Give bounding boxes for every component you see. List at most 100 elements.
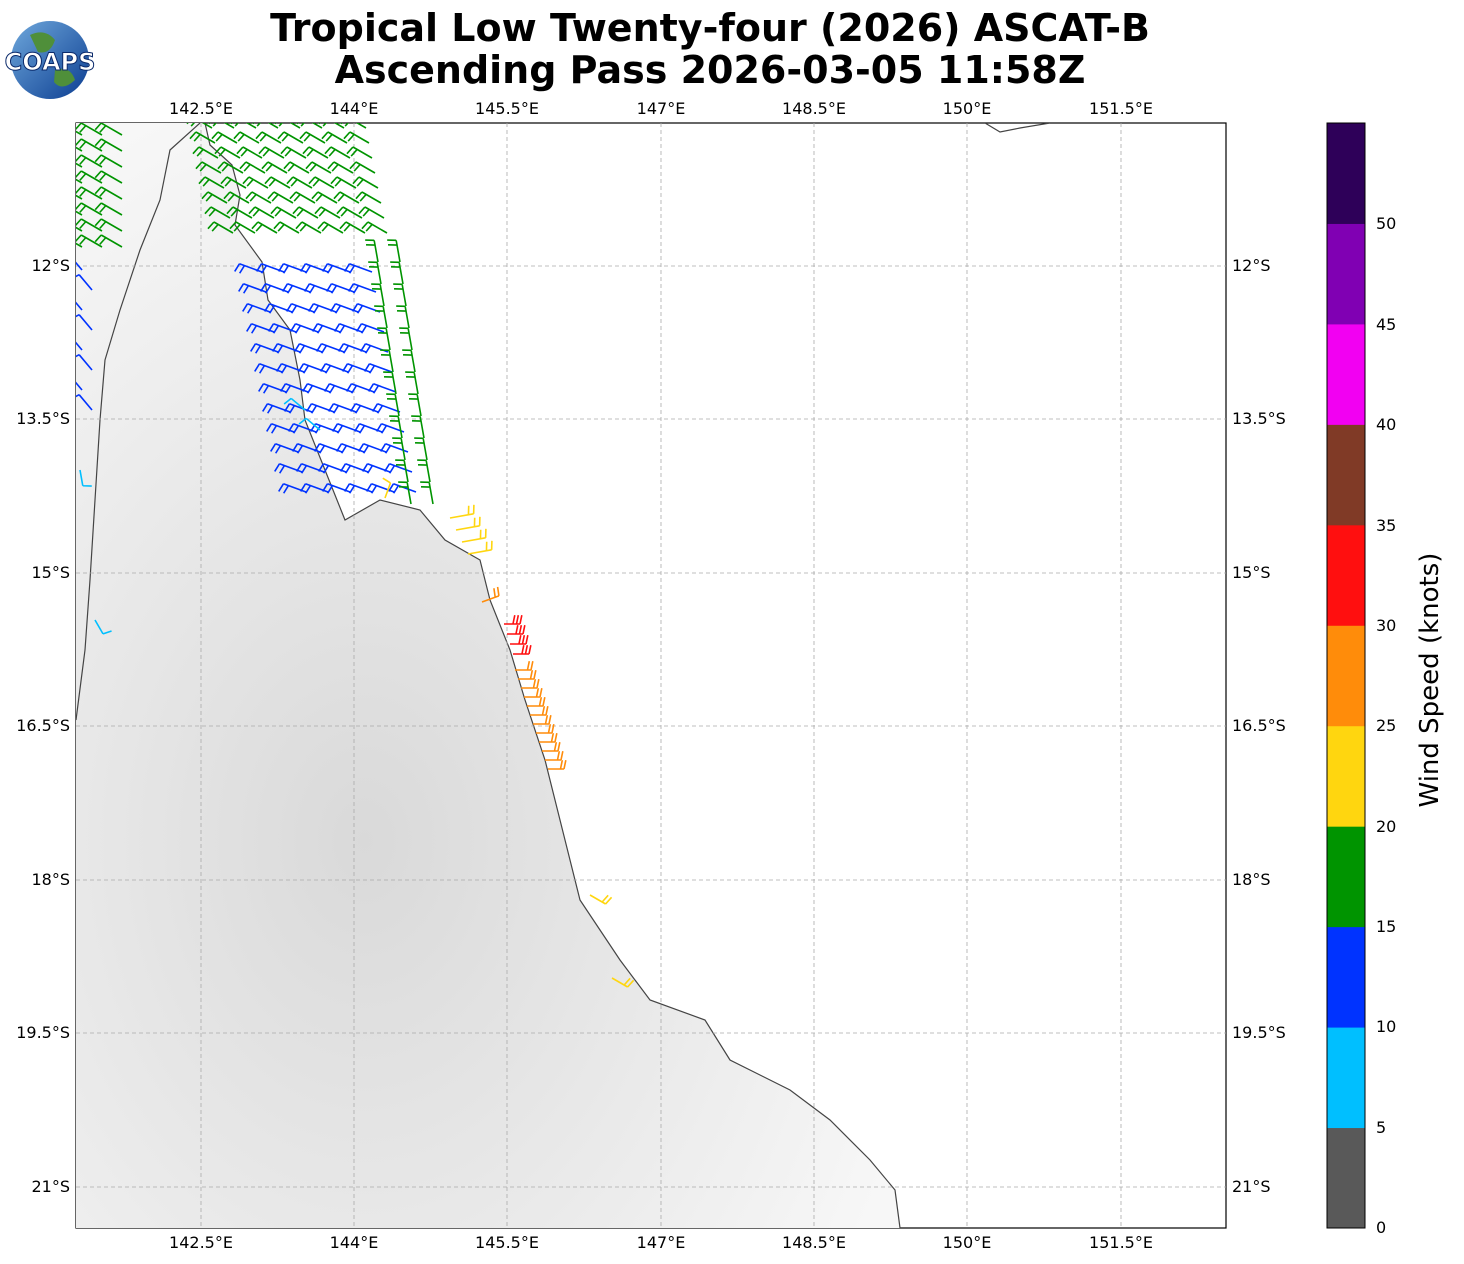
wind-barb [94, 234, 123, 248]
wind-barb [344, 483, 373, 494]
wind-barb [461, 528, 487, 543]
wind-barb [242, 176, 269, 189]
wind-barb [290, 323, 319, 334]
coaps-logo: COAPS [4, 21, 96, 99]
wind-barb [387, 239, 401, 263]
wind-barb [258, 146, 285, 159]
wind-barb [338, 343, 367, 354]
lon-label-bottom: 145.5°E [475, 1233, 539, 1252]
lon-label-bottom: 150°E [942, 1233, 992, 1252]
wind-barb [389, 415, 403, 439]
wind-barb [330, 176, 357, 189]
colorbar-segment [1327, 625, 1365, 727]
wind-barb [390, 261, 404, 285]
wind-barb [336, 206, 363, 219]
lat-label-right: 21°S [1232, 1177, 1271, 1196]
wind-barb [300, 263, 329, 274]
wind-barb [320, 363, 349, 374]
wind-barb [449, 504, 475, 519]
wind-barb [273, 221, 300, 234]
wind-barb [402, 349, 416, 373]
wind-barb [302, 146, 329, 159]
wind-barb [230, 123, 257, 129]
lat-label-right: 16.5°S [1232, 716, 1286, 735]
colorbar-tick: 10 [1376, 1017, 1397, 1036]
wind-barb [513, 645, 532, 655]
wind-barb [76, 301, 83, 311]
wind-barb [302, 383, 331, 394]
wind-barb [408, 393, 422, 417]
wind-barb [76, 226, 83, 232]
wind-barb [267, 191, 294, 204]
wind-barb [76, 170, 103, 184]
wind-barb [344, 263, 373, 274]
lat-label-right: 13.5°S [1232, 409, 1286, 428]
wind-barb [76, 186, 103, 200]
wind-barb [94, 138, 123, 152]
lat-label-left: 19.5°S [16, 1023, 70, 1042]
wind-barb [278, 483, 307, 494]
colorbar-frame [1326, 122, 1366, 1229]
wind-barb [324, 146, 351, 159]
wind-barb [414, 437, 428, 461]
wind-barb [455, 516, 481, 531]
wind-barb [388, 483, 417, 494]
wind-barb [346, 146, 373, 159]
wind-barb [256, 263, 285, 274]
coastline [204, 123, 901, 1228]
wind-barb [76, 341, 83, 351]
wind-barb [316, 343, 345, 354]
wind-barb [467, 540, 493, 555]
lat-label-left: 18°S [31, 870, 70, 889]
wind-barb [76, 210, 83, 216]
wind-barb [545, 751, 564, 761]
wind-barb [292, 206, 319, 219]
colorbar-segment [1327, 223, 1365, 325]
wind-barb [238, 283, 267, 294]
land-terrain [76, 123, 900, 1228]
wind-barb [365, 239, 379, 263]
wind-barb [305, 161, 332, 174]
wind-barb [507, 625, 526, 635]
wind-barb [326, 283, 355, 294]
colorbar-segment [1327, 424, 1365, 526]
wind-barb [264, 176, 291, 189]
wind-barb [314, 206, 341, 219]
wind-barb [76, 218, 103, 232]
lon-label-top: 148.5°E [782, 99, 846, 118]
wind-barb [374, 305, 388, 329]
wind-barb [280, 146, 307, 159]
wind-barb [308, 303, 337, 314]
lat-label-left: 15°S [31, 563, 70, 582]
wind-barb [214, 146, 241, 159]
wind-barb [395, 459, 409, 483]
wind-barb [284, 403, 313, 414]
wind-barb [252, 123, 279, 129]
colorbar-tick: 35 [1376, 516, 1397, 535]
colorbar-tick: 15 [1376, 917, 1397, 936]
lon-label-top: 150°E [942, 99, 992, 118]
colorbar-tick: 25 [1376, 716, 1397, 735]
wind-barb [368, 383, 397, 394]
wind-barb [94, 218, 123, 232]
wind-barb [364, 363, 393, 374]
colorbar-tick: 30 [1376, 616, 1397, 635]
colorbar-segment [1327, 826, 1365, 928]
wind-barb [356, 323, 385, 334]
wind-barb [354, 423, 383, 434]
wind-barb [192, 146, 219, 159]
wind-barb [533, 715, 552, 725]
wind-barb [270, 206, 297, 219]
wind-barb [76, 202, 103, 216]
wind-barb [332, 423, 361, 434]
wind-barb [254, 363, 283, 374]
wind-barb [352, 176, 379, 189]
lat-label-left: 21°S [31, 1177, 70, 1196]
wind-barb [318, 123, 345, 129]
wind-barb [383, 371, 397, 395]
wind-barb [242, 303, 271, 314]
wind-barb [201, 191, 228, 204]
wind-barb [262, 403, 291, 414]
wind-barb [312, 323, 341, 334]
lon-label-bottom: 147°E [636, 1233, 686, 1252]
